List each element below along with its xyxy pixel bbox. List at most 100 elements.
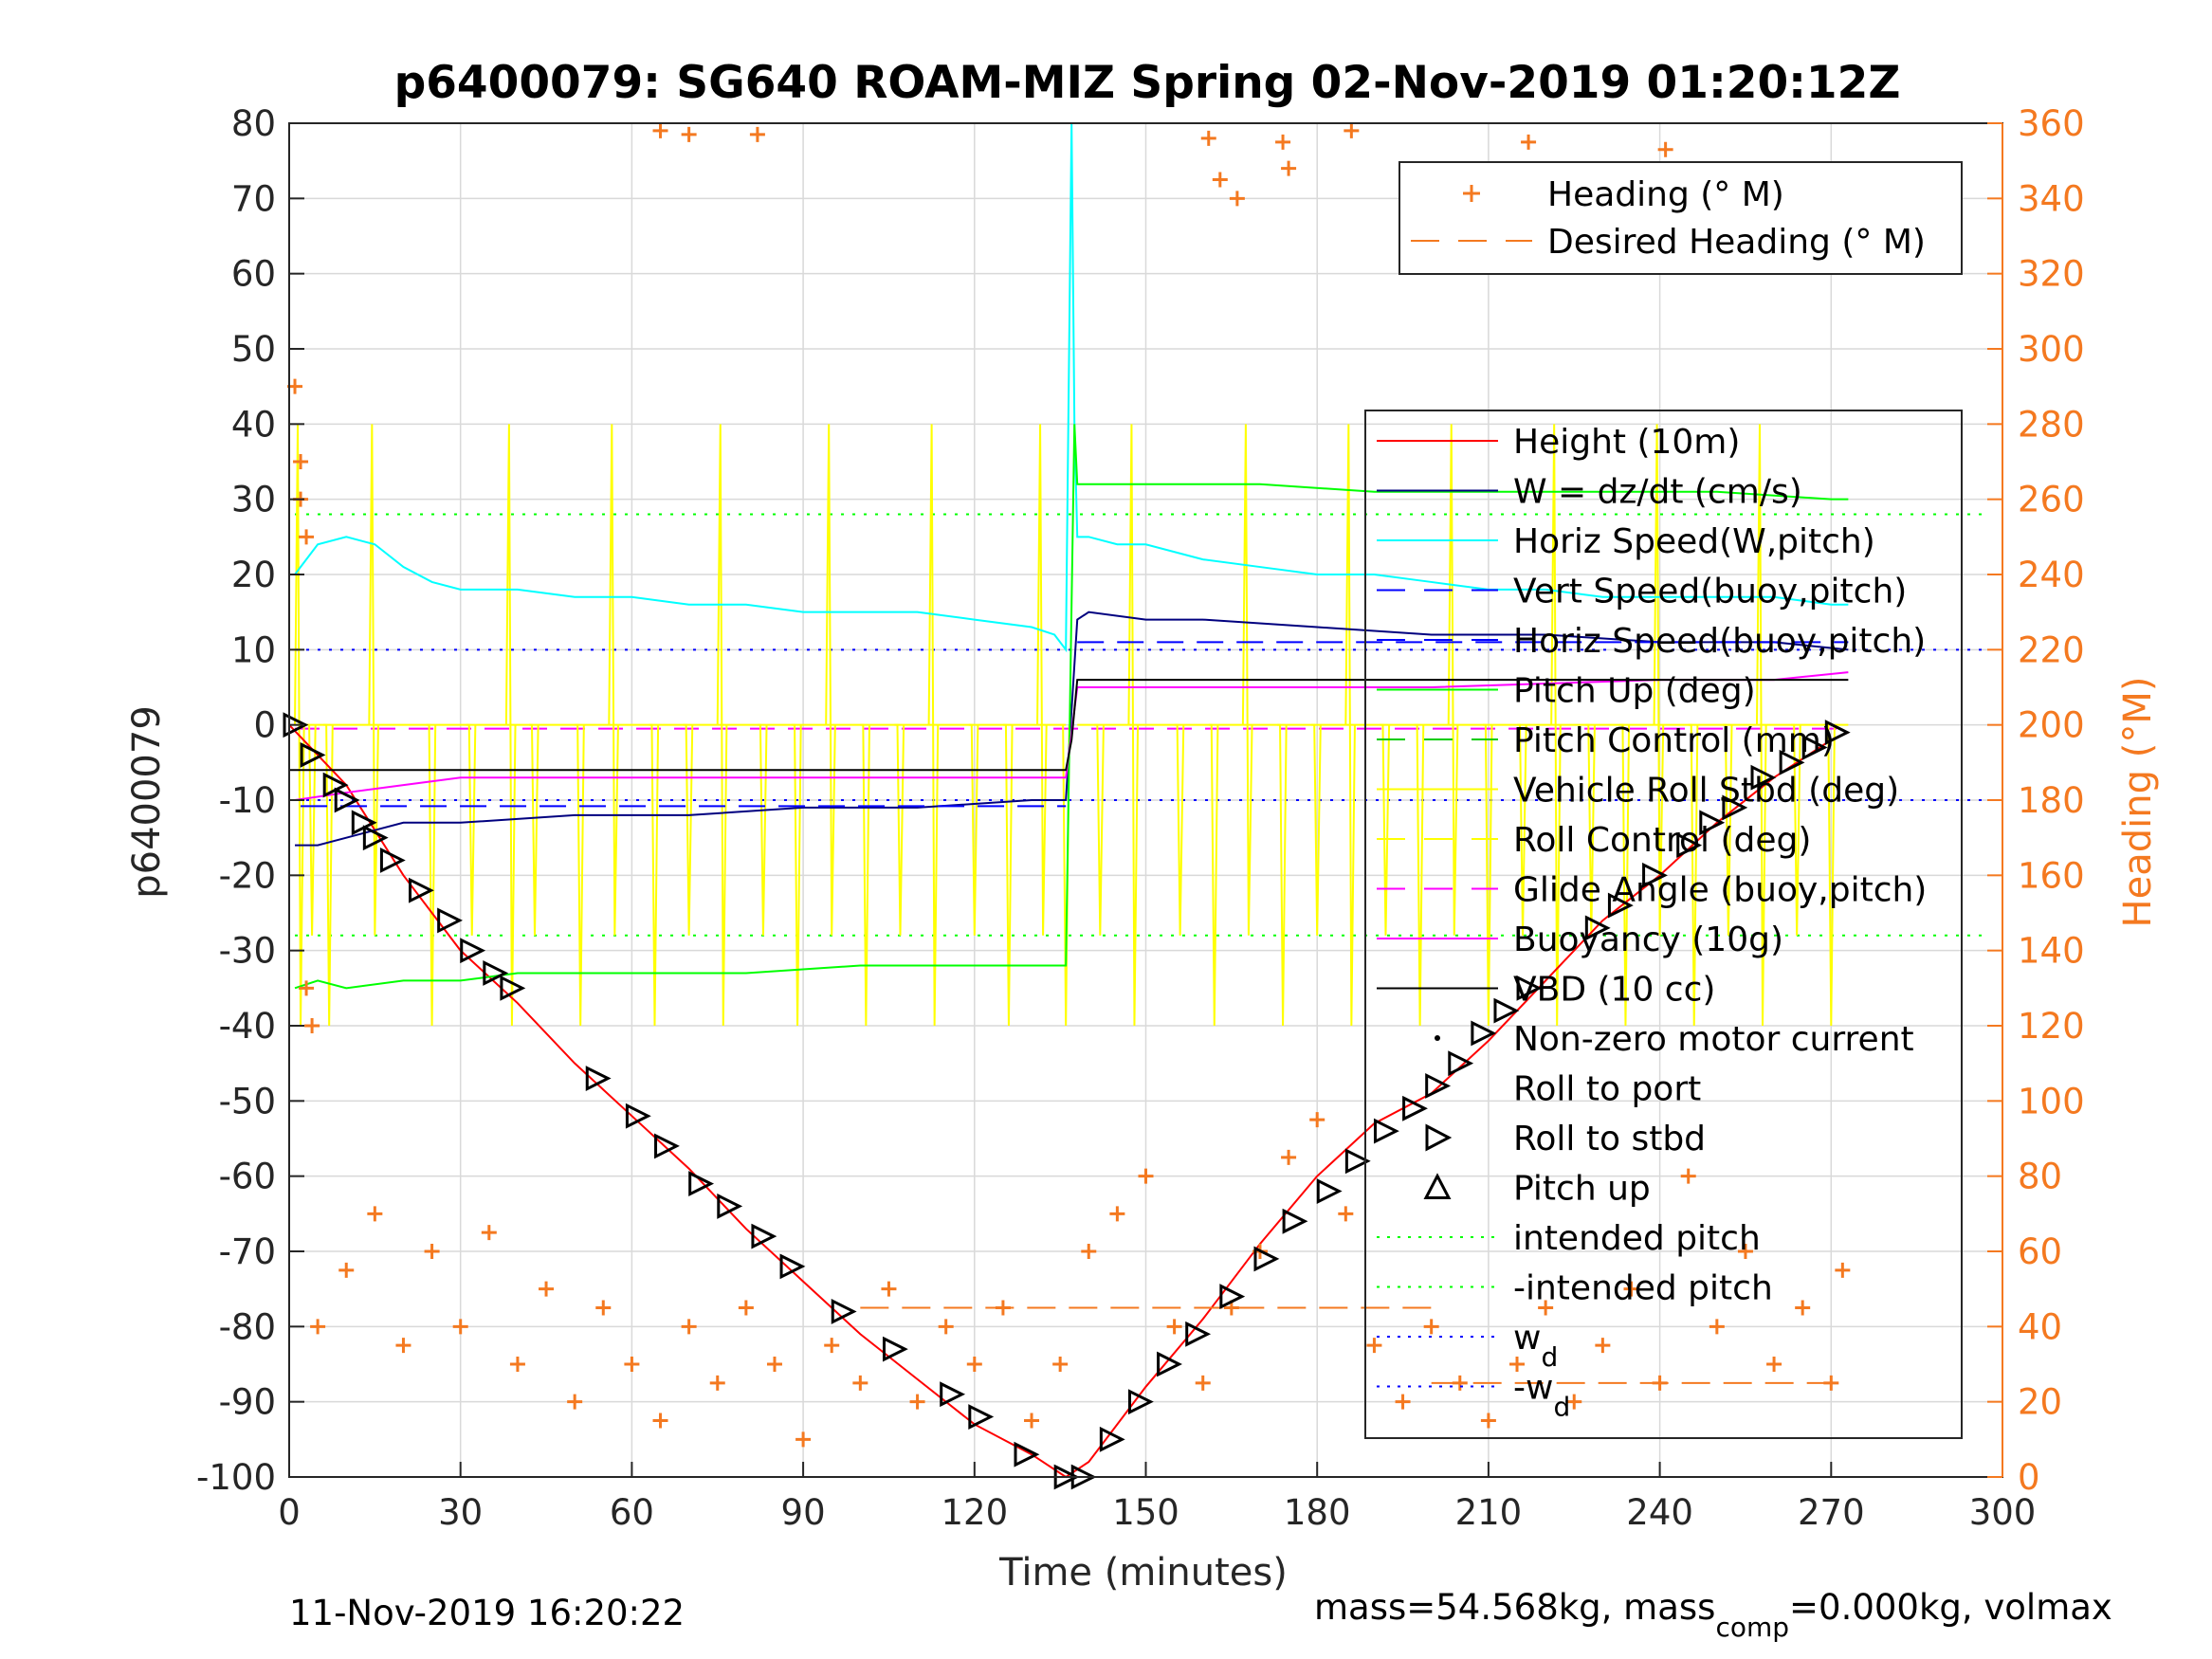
y-tick-label--40: -40 [219,1006,276,1047]
pitch-marker-27 [1127,1389,1154,1415]
legend-main-entry-14-swatch [1425,1123,1453,1152]
series-5 [294,671,1849,801]
heading-point-19 [852,1375,868,1391]
heading-point-56 [681,126,697,142]
pitch-marker-3 [334,787,360,813]
heading-point-64 [1521,134,1537,150]
heading-point-25 [1024,1413,1040,1429]
legend-main-entry-3-label: Vert Speed(buoy,pitch) [1513,573,1907,611]
x-tick-label-240: 240 [1626,1492,1693,1533]
heading-point-29 [1138,1168,1154,1184]
heading-point-11 [624,1357,640,1372]
heading-point-15 [738,1300,754,1316]
heading-point-45 [1595,1338,1611,1354]
heading-point-7 [509,1357,525,1372]
heading-point-35 [1309,1112,1325,1128]
legend-main-entry-16-label: intended pitch [1513,1219,1761,1258]
pitch-marker-13 [625,1103,651,1129]
heading-point-36 [1338,1206,1354,1222]
pitch-marker-50 [1801,735,1828,760]
pitch-marker-49 [1779,749,1805,775]
heading-point-17 [795,1431,812,1448]
footer-mass-a: mass=54.568kg, mass [1314,1587,1715,1628]
legend-main-entry-18-label-sub: d [1541,1341,1558,1373]
pitch-marker-36 [1402,1095,1428,1121]
y2-tick-label-20: 20 [2018,1382,2062,1423]
series-1 [294,122,1849,653]
heading-point-62 [1281,160,1297,176]
chart-title: p6400079: SG640 ROAM-MIZ Spring 02-Nov-2… [394,57,1901,109]
pitch-marker-38 [1448,1050,1474,1077]
series-6 [289,679,1849,772]
pitch-marker-30 [1219,1284,1246,1310]
heading-point-8 [539,1281,555,1297]
heading-point-38 [1395,1394,1411,1410]
y2-tick-label-340: 340 [2018,178,2085,219]
pitch-marker-16 [717,1193,743,1219]
pitch-marker-8 [437,907,464,934]
legend-heading-entry-1-label: Desired Heading (° M) [1547,223,1926,262]
legend-main-entry-6-label: Pitch Control (mm) [1513,721,1835,760]
y-tick-label--20: -20 [219,855,276,896]
legend-heading: Heading (° M) Desired Heading (° M) [1398,161,1963,275]
heading-point-72 [304,1018,320,1033]
pitch-marker-10 [483,960,509,986]
heading-point-55 [652,122,668,138]
pitch-marker-6 [379,848,406,873]
pitch-marker-43 [1607,892,1634,919]
x-axis-label: Time (minutes) [998,1551,1288,1595]
pitch-marker-35 [1373,1118,1399,1144]
y2-tick-label-320: 320 [2018,254,2085,295]
legend-main-entry-7-label: Vehicle Roll Stbd (deg) [1513,772,1899,811]
heading-point-40 [1452,1375,1468,1391]
heading-point-23 [966,1357,982,1372]
pitch-markers [283,712,1851,1490]
y2-tick-label-220: 220 [2018,629,2085,670]
y-tick-label-40: 40 [231,404,276,445]
pitch-marker-15 [688,1171,715,1197]
pitch-marker-19 [831,1299,857,1324]
pitch-marker-1 [300,741,326,768]
heading-point-14 [709,1375,725,1391]
heading-point-20 [881,1281,897,1297]
footer-mass-b: =0.000kg, volmax [1789,1587,2112,1628]
heading-point-41 [1480,1413,1496,1429]
y2-tick-label-60: 60 [2018,1231,2062,1272]
x-tick-label-0: 0 [278,1492,301,1533]
series-2 [295,611,1849,847]
y2-tick-label-100: 100 [2018,1081,2085,1121]
legend-main-entry-19-label-sub: d [1553,1392,1570,1423]
pitch-marker-37 [1425,1073,1452,1099]
heading-point-1 [338,1262,355,1278]
roll-spike-15 [825,424,836,936]
legend-main-entry-5-label: Pitch Up (deg) [1513,672,1756,711]
pitch-marker-20 [882,1336,908,1362]
heading-point-16 [766,1357,782,1372]
y2-tick-label-140: 140 [2018,931,2085,972]
heading-point-71 [299,980,315,996]
x-axis-ticks: 0 30 60 90 120 150 180 210 240 270 300 [278,1462,2036,1533]
heading-point-24 [995,1300,1011,1316]
heading-point-44 [1566,1394,1582,1410]
legend-main-entry-17-label: -intended pitch [1513,1269,1773,1308]
pitch-marker-7 [409,877,434,903]
heading-point-50 [1737,1244,1753,1259]
y-tick-label--100: -100 [196,1457,276,1498]
pitch-marker-17 [751,1223,777,1249]
legend-main-entry-14-label: Roll to stbd [1513,1120,1706,1158]
heading-point-39 [1423,1319,1439,1335]
x-tick-label-210: 210 [1455,1492,1523,1533]
legend-main-entry-1-label: W = dz/dt (cm/s) [1513,473,1802,512]
pitch-marker-11 [500,975,526,1001]
footer-mass: mass=54.568kg, masscomp=0.000kg, volmax [1314,1587,2112,1643]
legend-heading-entry-0-swatch [1463,185,1480,202]
legend-main-entry-13-label: Roll to port [1513,1070,1701,1109]
y2-tick-label-240: 240 [2018,555,2085,595]
legend-main-entry-12-label: Non-zero motor current [1513,1020,1914,1059]
heading-series [287,122,1851,1448]
legend-heading-entry-0-label: Heading (° M) [1547,175,1784,214]
heading-point-49 [1709,1319,1725,1335]
x-tick-label-30: 30 [438,1492,483,1533]
pitch-marker-21 [940,1381,966,1408]
pitch-marker-34 [1344,1148,1371,1175]
